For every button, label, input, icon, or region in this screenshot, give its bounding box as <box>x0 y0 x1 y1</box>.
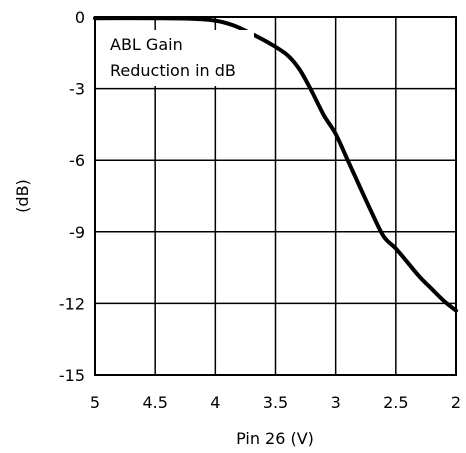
y-tick-label: 0 <box>75 8 85 27</box>
x-tick-label: 4.5 <box>142 393 167 412</box>
plot-frame <box>94 16 457 376</box>
annotation-box: ABL Gain Reduction in dB <box>104 30 254 86</box>
x-tick-label: 3.5 <box>263 393 288 412</box>
x-tick-label: 4 <box>210 393 220 412</box>
y-tick-label: -6 <box>69 151 85 170</box>
x-tick-label: 2 <box>451 393 461 412</box>
annotation-line-2: Reduction in dB <box>110 61 236 80</box>
x-tick-labels: 5 4.5 4 3.5 3 2.5 2 <box>90 393 461 412</box>
y-tick-labels: 0 -3 -6 -9 -12 -15 <box>59 8 85 385</box>
annotation-line-1: ABL Gain <box>110 35 183 54</box>
series-line <box>93 16 458 313</box>
y-tick-label: -9 <box>69 223 85 242</box>
x-axis-label: Pin 26 (V) <box>236 429 314 448</box>
x-tick-label: 5 <box>90 393 100 412</box>
annotation-background <box>104 30 254 86</box>
y-tick-label: -12 <box>59 294 85 313</box>
x-tick-label: 2.5 <box>383 393 408 412</box>
y-tick-label: -3 <box>69 80 85 99</box>
y-axis-label: (dB) <box>13 179 32 213</box>
y-tick-label: -15 <box>59 366 85 385</box>
x-tick-label: 3 <box>331 393 341 412</box>
